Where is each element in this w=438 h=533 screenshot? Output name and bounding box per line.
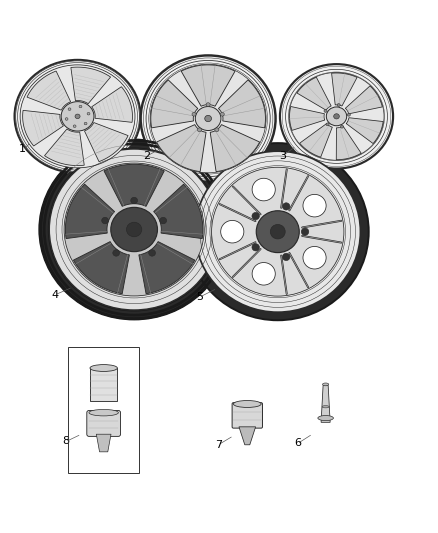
Ellipse shape <box>65 118 68 120</box>
Ellipse shape <box>337 103 340 107</box>
Ellipse shape <box>39 139 229 320</box>
Ellipse shape <box>49 149 219 310</box>
Ellipse shape <box>326 123 329 126</box>
FancyBboxPatch shape <box>90 368 117 401</box>
Polygon shape <box>210 125 260 172</box>
Polygon shape <box>181 65 235 106</box>
Ellipse shape <box>61 102 94 131</box>
Ellipse shape <box>111 207 158 252</box>
Ellipse shape <box>322 383 329 386</box>
Polygon shape <box>151 80 198 128</box>
Polygon shape <box>154 184 203 239</box>
Text: 2: 2 <box>143 150 150 160</box>
Polygon shape <box>321 385 330 422</box>
Ellipse shape <box>220 112 224 116</box>
Text: 4: 4 <box>51 290 59 300</box>
Ellipse shape <box>73 125 76 127</box>
Ellipse shape <box>289 72 384 160</box>
Ellipse shape <box>195 107 221 131</box>
Polygon shape <box>139 241 195 294</box>
Ellipse shape <box>205 115 212 122</box>
Polygon shape <box>23 110 64 146</box>
Ellipse shape <box>75 114 80 119</box>
Ellipse shape <box>283 253 290 261</box>
Ellipse shape <box>14 60 141 173</box>
Ellipse shape <box>148 250 155 256</box>
Polygon shape <box>297 77 331 110</box>
Ellipse shape <box>187 143 369 320</box>
Polygon shape <box>290 107 325 131</box>
Ellipse shape <box>252 179 275 201</box>
Text: 6: 6 <box>294 438 301 448</box>
Bar <box>68 348 139 473</box>
Ellipse shape <box>324 109 327 112</box>
Polygon shape <box>346 118 383 143</box>
FancyBboxPatch shape <box>232 402 262 428</box>
Ellipse shape <box>79 105 82 108</box>
Ellipse shape <box>20 65 135 168</box>
Ellipse shape <box>280 64 393 168</box>
Text: 3: 3 <box>279 150 286 160</box>
Polygon shape <box>336 126 361 160</box>
Ellipse shape <box>252 213 259 220</box>
Ellipse shape <box>215 128 219 132</box>
Polygon shape <box>71 67 110 104</box>
Ellipse shape <box>160 217 166 224</box>
Ellipse shape <box>127 222 142 237</box>
Ellipse shape <box>102 217 109 224</box>
Polygon shape <box>300 124 332 157</box>
Text: 5: 5 <box>196 292 203 302</box>
Ellipse shape <box>113 250 120 256</box>
Polygon shape <box>96 434 111 452</box>
Ellipse shape <box>84 122 87 125</box>
Ellipse shape <box>347 114 350 116</box>
Polygon shape <box>239 427 256 445</box>
Ellipse shape <box>303 246 326 269</box>
Ellipse shape <box>334 114 339 119</box>
Ellipse shape <box>252 244 259 251</box>
Polygon shape <box>74 241 129 294</box>
Text: 1: 1 <box>19 144 26 154</box>
Ellipse shape <box>252 263 275 285</box>
Ellipse shape <box>212 167 344 296</box>
Text: 8: 8 <box>62 437 70 447</box>
Ellipse shape <box>141 55 276 182</box>
Ellipse shape <box>150 64 266 173</box>
Ellipse shape <box>89 409 118 416</box>
Ellipse shape <box>301 228 309 235</box>
Ellipse shape <box>270 224 285 239</box>
Ellipse shape <box>195 151 360 312</box>
Ellipse shape <box>192 112 196 116</box>
Ellipse shape <box>87 112 90 115</box>
Polygon shape <box>104 164 164 206</box>
Ellipse shape <box>318 416 333 421</box>
Ellipse shape <box>256 211 299 253</box>
Ellipse shape <box>283 203 290 210</box>
Polygon shape <box>332 73 357 106</box>
Polygon shape <box>27 71 71 110</box>
Ellipse shape <box>131 197 138 204</box>
Polygon shape <box>346 86 382 114</box>
Ellipse shape <box>340 125 343 128</box>
Polygon shape <box>85 123 128 161</box>
Polygon shape <box>219 80 265 128</box>
Ellipse shape <box>198 128 201 132</box>
Ellipse shape <box>221 221 244 243</box>
Ellipse shape <box>64 163 204 296</box>
Ellipse shape <box>206 103 210 107</box>
Text: 7: 7 <box>215 440 222 450</box>
Ellipse shape <box>68 108 71 110</box>
Polygon shape <box>65 184 115 239</box>
FancyBboxPatch shape <box>87 410 120 437</box>
Ellipse shape <box>303 195 326 217</box>
Polygon shape <box>45 129 84 166</box>
Polygon shape <box>156 125 206 172</box>
Polygon shape <box>92 87 132 123</box>
Ellipse shape <box>326 107 347 126</box>
Ellipse shape <box>233 400 261 407</box>
Ellipse shape <box>322 406 329 408</box>
Ellipse shape <box>90 365 117 372</box>
